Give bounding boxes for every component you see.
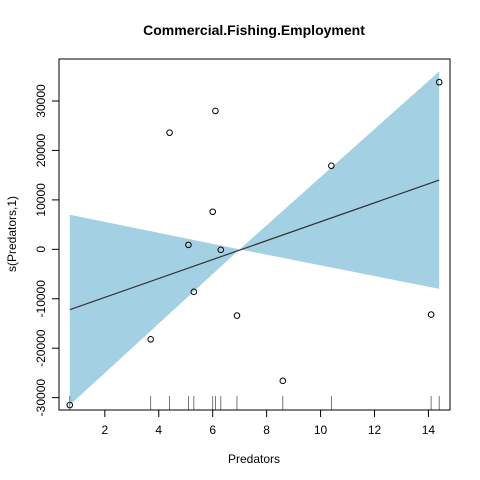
rug-marks [69, 396, 440, 410]
x-tick-label: 6 [209, 423, 216, 437]
confidence-band [69, 71, 440, 406]
data-point [217, 246, 225, 254]
y-tick-label: 30000 [34, 84, 48, 118]
x-tick-label: 2 [101, 423, 108, 437]
data-point [328, 162, 335, 170]
x-tick-label: 4 [155, 423, 162, 437]
data-point [212, 107, 219, 115]
y-tick-label: 10000 [34, 183, 48, 217]
data-point [190, 288, 198, 296]
x-tick-label: 12 [368, 423, 382, 437]
x-axis: 2 4 6 8 10 12 14 [101, 409, 436, 437]
y-tick-label: 20000 [34, 133, 48, 167]
y-axis-label: s(Predators,1) [5, 196, 19, 272]
y-tick-label: -20000 [34, 329, 48, 367]
data-point [233, 312, 241, 319]
data-point [427, 311, 435, 318]
fit-line [69, 179, 440, 311]
x-axis-label: Predators [228, 452, 280, 466]
chart-title: Commercial.Fishing.Employment [143, 22, 365, 38]
data-points [66, 78, 443, 409]
data-point [185, 241, 192, 249]
data-point [279, 377, 287, 385]
data-point [166, 129, 173, 136]
x-tick-label: 8 [263, 423, 270, 437]
data-point [435, 78, 443, 86]
y-axis: -30000 -20000 -10000 0 10000 20000 30000 [34, 84, 60, 417]
data-point [147, 336, 154, 343]
y-tick-label: -10000 [34, 280, 48, 318]
x-tick-label: 14 [422, 423, 436, 437]
x-tick-label: 10 [314, 423, 328, 437]
data-point [209, 208, 217, 216]
y-tick-label: 0 [34, 246, 48, 253]
y-tick-label: -30000 [34, 379, 48, 417]
